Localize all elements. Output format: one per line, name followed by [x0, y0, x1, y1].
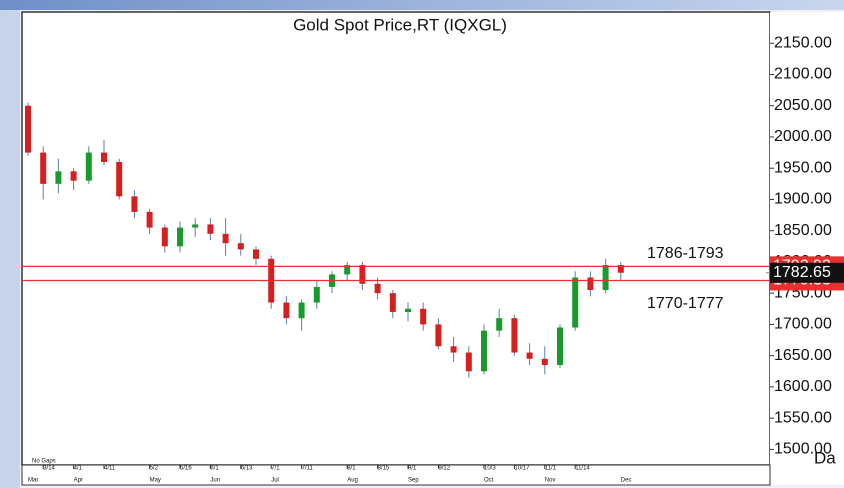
- month-label: Oct: [484, 478, 494, 484]
- candle-body: [101, 152, 107, 162]
- last-price-label: 1782.65: [773, 264, 831, 281]
- axis-area: [770, 12, 844, 485]
- x-tick-label: 8/1: [347, 466, 356, 472]
- annotation: 1786-1793: [647, 245, 724, 262]
- month-label: Nov: [545, 478, 556, 484]
- candle-body: [511, 318, 518, 353]
- candle-body: [25, 105, 31, 153]
- month-label: Dec: [621, 478, 632, 484]
- plot-area: [21, 11, 771, 466]
- month-label: Mar: [28, 478, 38, 484]
- candle-body: [374, 283, 381, 294]
- y-tick-label: 2150.00: [774, 34, 832, 51]
- candle-body: [313, 286, 320, 303]
- gaps-note: No Gaps: [32, 459, 56, 465]
- y-tick-label: 1500.00: [774, 441, 832, 458]
- candle-body: [557, 327, 563, 366]
- x-tick-label: 6/1: [210, 466, 219, 472]
- candle-body: [389, 293, 396, 312]
- chart-title: Gold Spot Price,RT (IQXGL): [293, 15, 507, 34]
- left-strip: [0, 10, 20, 488]
- y-tick-label: 1950.00: [774, 159, 832, 176]
- y-tick-label: 1650.00: [774, 347, 832, 364]
- candle-body: [405, 308, 411, 312]
- candle-body: [283, 302, 290, 319]
- y-tick-label: 2000.00: [774, 128, 832, 145]
- candle-body: [237, 243, 244, 250]
- candle-body: [85, 152, 92, 181]
- x-tick-label: 7/11: [302, 466, 314, 472]
- x-tick-label: 3/14: [43, 466, 55, 472]
- candle-body: [435, 324, 442, 347]
- x-tick-label: 4/1: [74, 466, 83, 472]
- candle-body: [602, 265, 609, 291]
- title-bar: [0, 0, 844, 10]
- candle-body: [587, 277, 594, 291]
- x-tick-label: 11/14: [575, 466, 590, 472]
- candle-body: [192, 224, 199, 228]
- candle-body: [253, 249, 259, 259]
- candle-body: [359, 265, 366, 284]
- x-axis-area: [21, 464, 771, 486]
- month-label: Jul: [271, 478, 279, 484]
- y-tick-label: 1900.00: [774, 191, 832, 208]
- y-tick-label: 1850.00: [774, 222, 832, 239]
- candle-body: [161, 227, 168, 247]
- candle-body: [481, 330, 487, 372]
- x-tick-label: 5/16: [180, 466, 192, 472]
- candle-body: [465, 352, 472, 372]
- candle-body: [496, 318, 503, 331]
- candle-body: [146, 211, 153, 228]
- x-tick-label: 7/1: [271, 466, 280, 472]
- y-tick-label: 1550.00: [774, 409, 832, 426]
- candle-body: [420, 308, 427, 325]
- candle-body: [131, 196, 138, 212]
- y-tick-label: 1700.00: [774, 316, 832, 333]
- corner-text: Da: [814, 448, 836, 467]
- candle-body: [541, 358, 548, 366]
- x-tick-label: 4/11: [104, 466, 116, 472]
- y-tick-label: 1600.00: [774, 378, 832, 395]
- month-label: Aug: [347, 478, 358, 484]
- x-tick-label: 8/15: [378, 466, 390, 472]
- x-tick-label: 10/17: [514, 466, 530, 472]
- candle-body: [450, 346, 457, 353]
- candle-body: [40, 152, 47, 184]
- y-tick-label: 2050.00: [774, 97, 832, 114]
- month-label: Sep: [408, 478, 419, 484]
- month-label: May: [150, 478, 161, 484]
- month-label: Apr: [74, 478, 83, 484]
- candle-body: [526, 352, 533, 359]
- x-tick-label: 6/13: [241, 466, 253, 472]
- candle-body: [116, 161, 123, 197]
- candle-body: [177, 227, 183, 247]
- y-tick-label: 2100.00: [774, 66, 832, 83]
- candle-body: [222, 233, 229, 244]
- candle-body: [70, 171, 77, 181]
- x-tick-label: 10/3: [484, 466, 496, 472]
- annotation: 1770-1777: [647, 295, 724, 312]
- candle-body: [572, 277, 579, 328]
- last-price-box: [770, 262, 844, 283]
- x-tick-label: 9/12: [438, 466, 450, 472]
- candle-body: [298, 302, 305, 319]
- candle-body: [344, 265, 351, 275]
- x-tick-label: 5/2: [150, 466, 159, 472]
- x-tick-label: 11/1: [545, 466, 557, 472]
- month-label: Jun: [210, 478, 220, 484]
- x-tick-label: 9/1: [408, 466, 417, 472]
- candle-body: [207, 224, 214, 234]
- candle-body: [617, 265, 624, 273]
- candle-body: [55, 171, 62, 184]
